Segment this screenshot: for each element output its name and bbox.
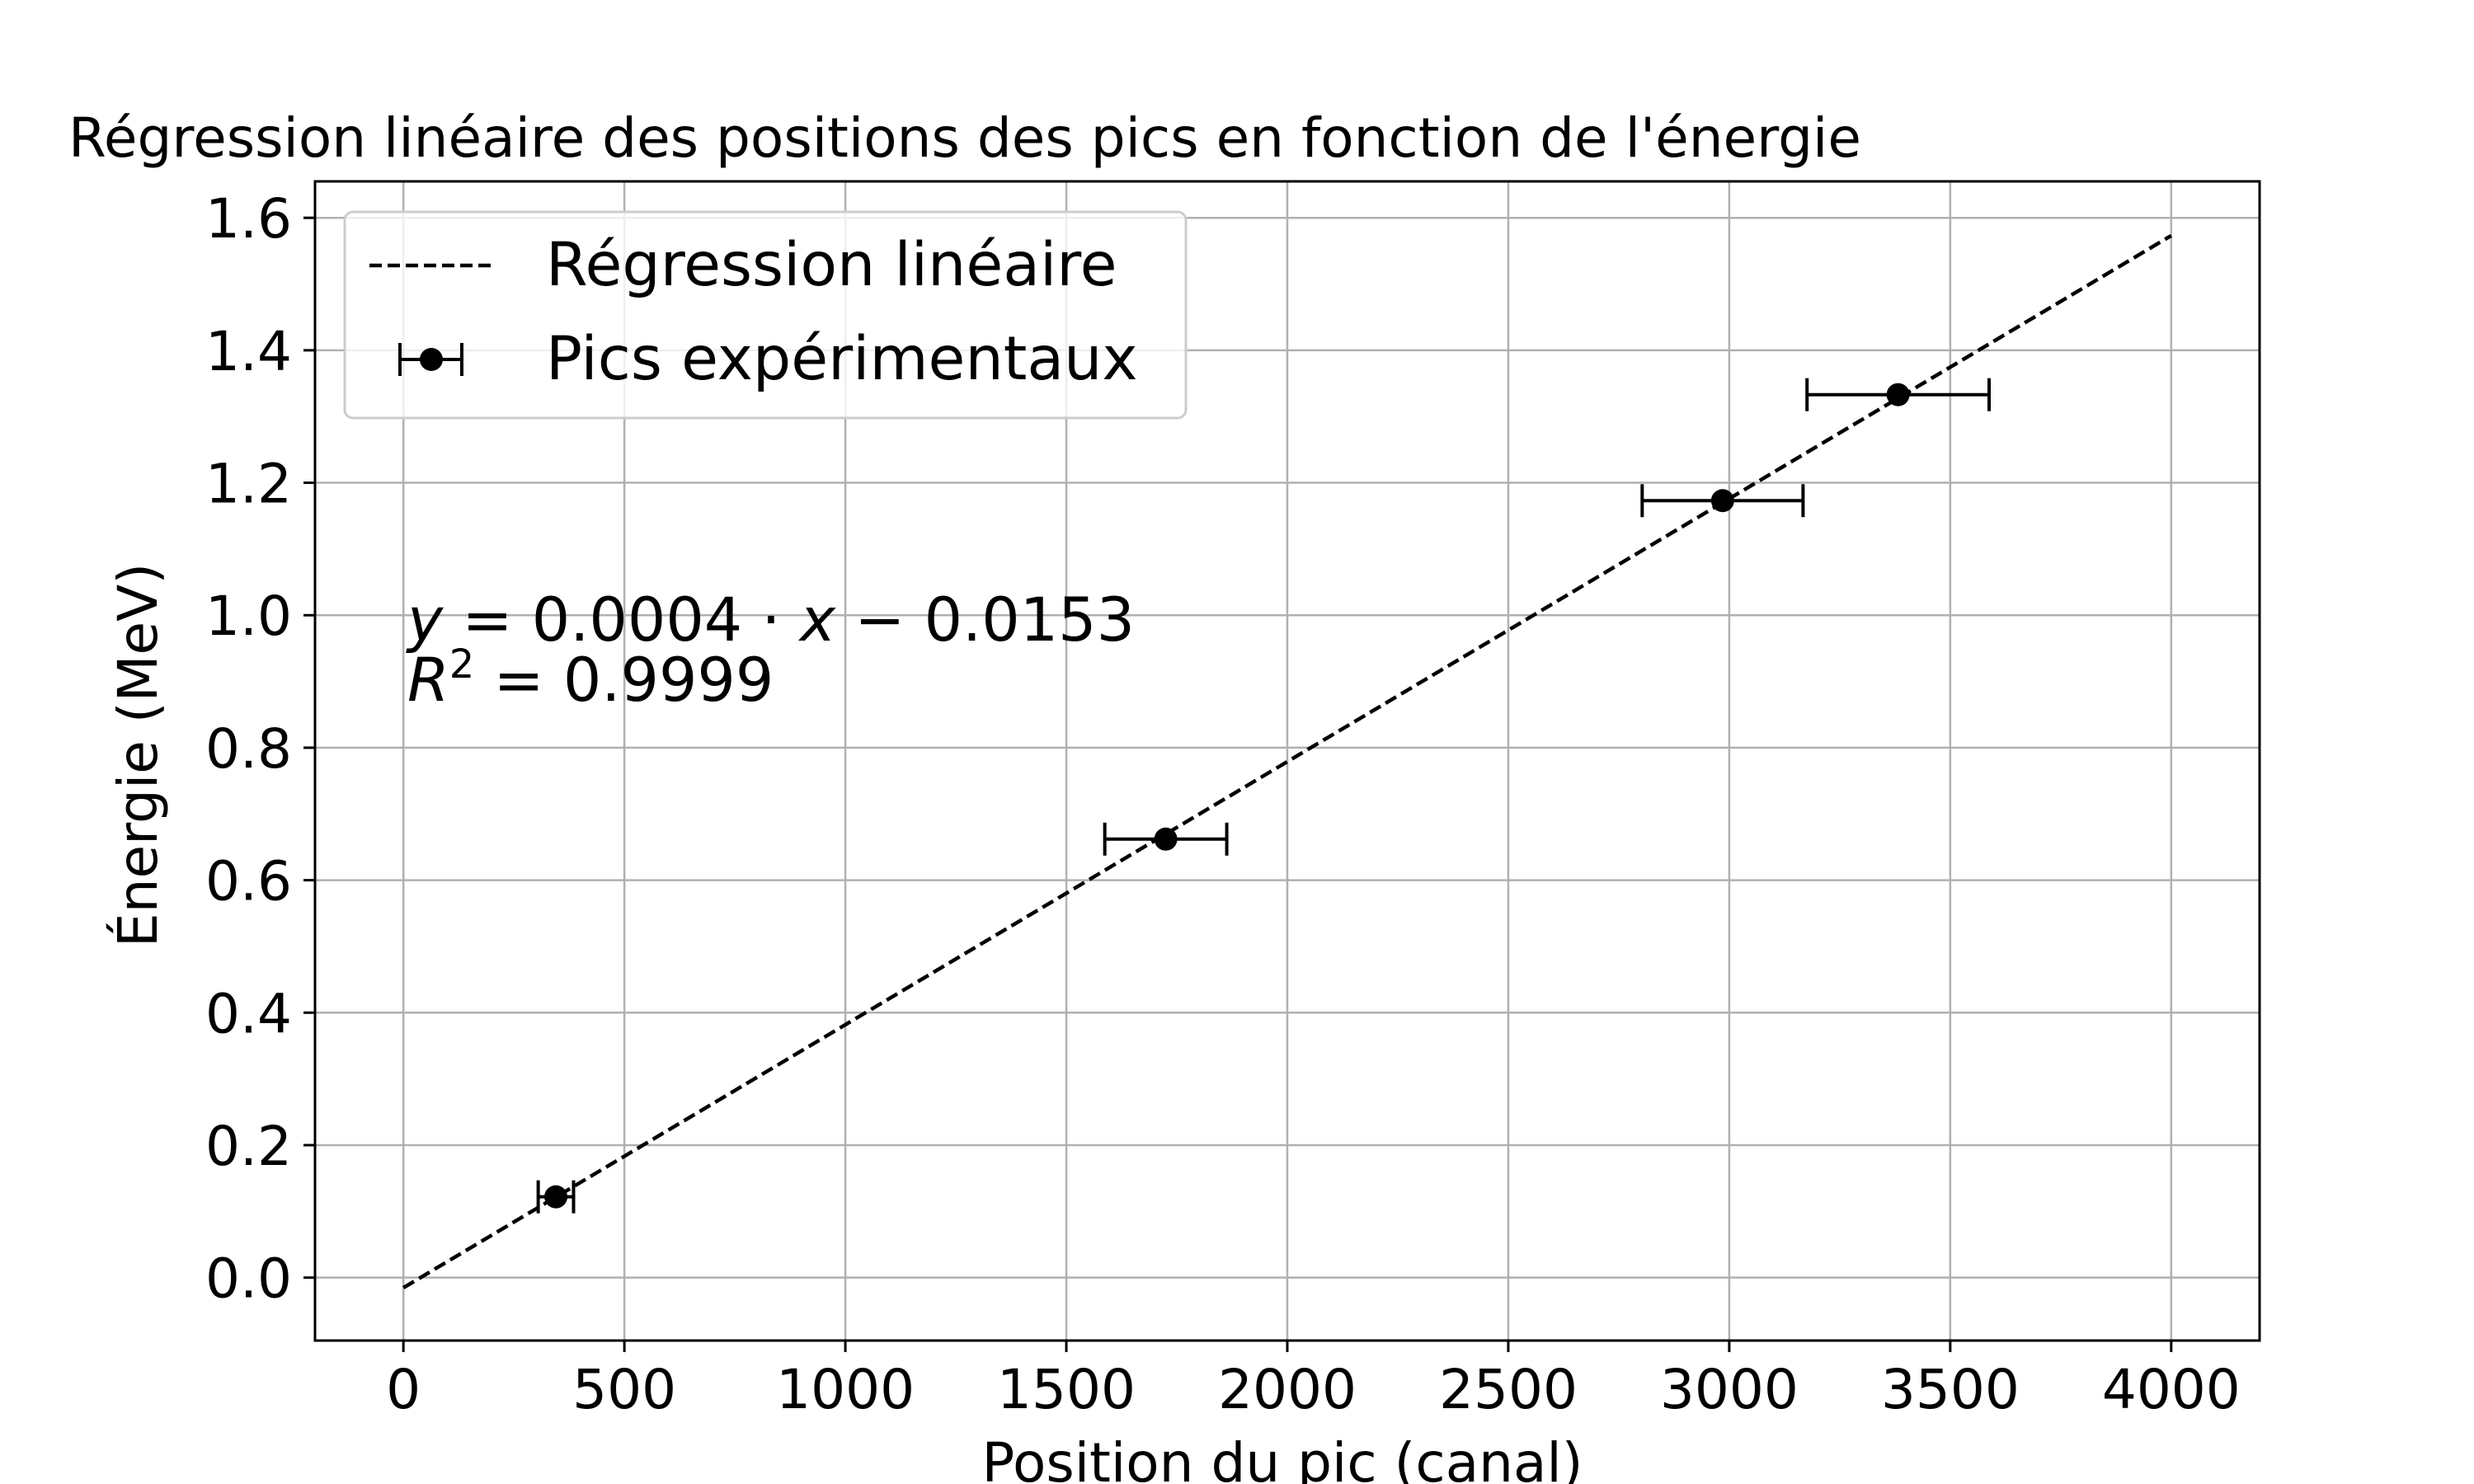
data-points [536,378,1992,1214]
data-point [1640,484,1805,518]
legend: Régression linéaire Pics expérimentaux [343,210,1188,420]
y-tick-label: 0.8 [205,717,292,781]
y-tick-label: 1.0 [205,585,292,648]
r-squared-line: R2 = 0.9999 [407,641,774,716]
data-point [1805,378,1992,411]
x-tick-label: 3500 [1881,1358,2020,1421]
y-tick-label: 1.2 [205,453,292,516]
y-tick-label: 0.2 [205,1115,292,1178]
chart-title: Régression linéaire des positions des pi… [68,106,1861,170]
data-point [1103,822,1229,856]
point-marker [544,1185,568,1209]
y-tick-label: 0.6 [205,850,292,913]
y-tick-label: 1.4 [205,320,292,383]
eq-rest: − 0.0153 [835,585,1135,655]
x-tick-label: 1500 [997,1358,1136,1421]
y-tick-label: 0.4 [205,982,292,1045]
legend-errorbar-swatch [398,343,463,376]
x-tick-label: 1000 [776,1358,915,1421]
legend-box [343,210,1188,420]
equation-annotation: y = 0.0004 · x − 0.0153 R2 = 0.9999 [406,585,1135,716]
y-axis-label: Énergie (MeV) [106,563,170,947]
regression-line-path [402,233,2172,1289]
eq-y: y [406,585,444,655]
r-symbol: R [407,646,449,716]
x-axis-label: Position du pic (canal) [982,1431,1583,1484]
eq-x: x [798,585,836,655]
legend-label-regression: Régression linéaire [546,230,1117,300]
y-tick-label: 0.0 [205,1247,292,1311]
grid [315,181,2260,1341]
axis-ticks: 0 500 1000 1500 2000 2500 3000 3500 4000 0.0 0.2 0.… [205,187,2241,1421]
legend-label-points: Pics expérimentaux [546,324,1138,394]
equation-line: y = 0.0004 · x − 0.0153 [406,585,1135,655]
x-tick-label: 2000 [1218,1358,1357,1421]
eq-mid: = 0.0004 · [443,585,800,655]
point-marker [1154,827,1178,851]
point-marker [1886,383,1910,406]
r-value: = 0.9999 [474,646,774,716]
r-exponent: 2 [449,641,475,688]
data-point [536,1180,576,1214]
x-tick-label: 4000 [2102,1358,2241,1421]
x-tick-label: 500 [572,1358,676,1421]
x-tick-label: 2500 [1439,1358,1578,1421]
regression-line [402,233,2172,1289]
y-tick-label: 1.6 [205,187,292,251]
x-tick-label: 0 [386,1358,421,1421]
point-marker [1710,489,1734,513]
x-tick-label: 3000 [1660,1358,1799,1421]
